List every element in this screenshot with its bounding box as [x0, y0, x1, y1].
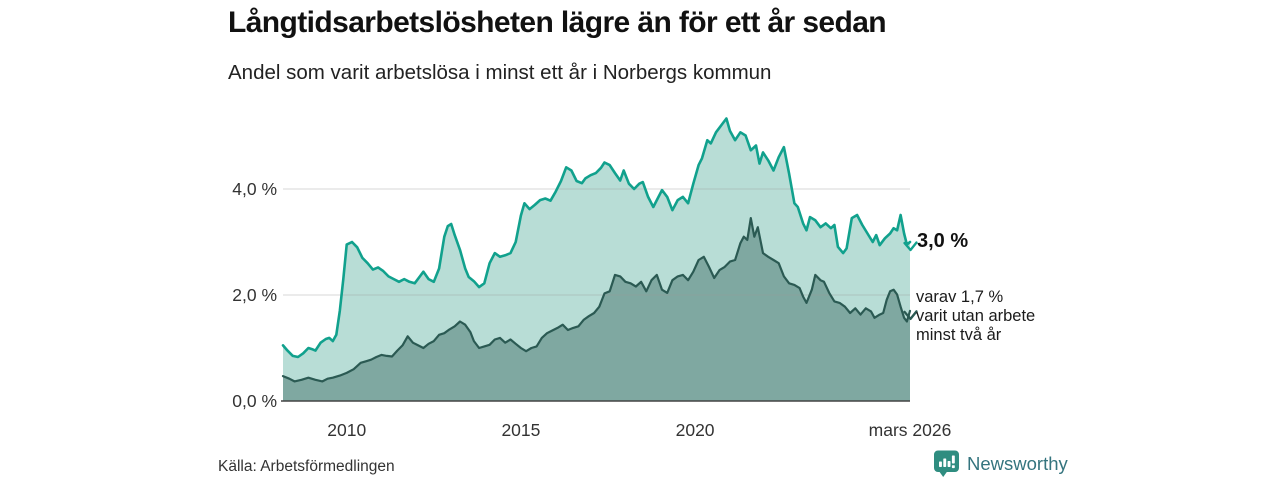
- latest-total-value-label: 3,0 %: [917, 230, 969, 252]
- down-chevron-end-marker: [903, 310, 918, 321]
- newsworthy-speech-bubble-bars-icon: [934, 450, 959, 477]
- two-year-breakdown-label: varav 1,7 % varit utan arbete minst två …: [916, 288, 1035, 345]
- chart-subtitle: Andel som varit arbetslösa i minst ett å…: [228, 61, 772, 84]
- x-tick-label: 2015: [501, 420, 541, 440]
- breakdown-line-3: minst två år: [916, 326, 1002, 344]
- y-tick-label: 0,0 %: [232, 391, 277, 411]
- y-tick-label: 4,0 %: [232, 179, 277, 199]
- chart-title: Långtidsarbetslösheten lägre än för ett …: [228, 6, 887, 39]
- breakdown-line-2: varit utan arbete: [916, 307, 1036, 325]
- line-series-0: [281, 117, 912, 359]
- x-tick-label: 2020: [675, 420, 715, 440]
- area-fill-series-1: [283, 218, 910, 401]
- breakdown-line-1: varav 1,7 %: [916, 288, 1004, 306]
- line-series-1: [281, 217, 912, 383]
- brand-name: Newsworthy: [967, 453, 1068, 474]
- brand-logo: Newsworthy: [933, 450, 1068, 478]
- x-tick-label: 2010: [327, 420, 367, 440]
- y-tick-label: 2,0 %: [232, 285, 277, 305]
- down-chevron-end-marker: [903, 241, 918, 252]
- x-tick-label: mars 2026: [868, 420, 952, 440]
- source-label: Källa: Arbetsförmedlingen: [218, 458, 395, 475]
